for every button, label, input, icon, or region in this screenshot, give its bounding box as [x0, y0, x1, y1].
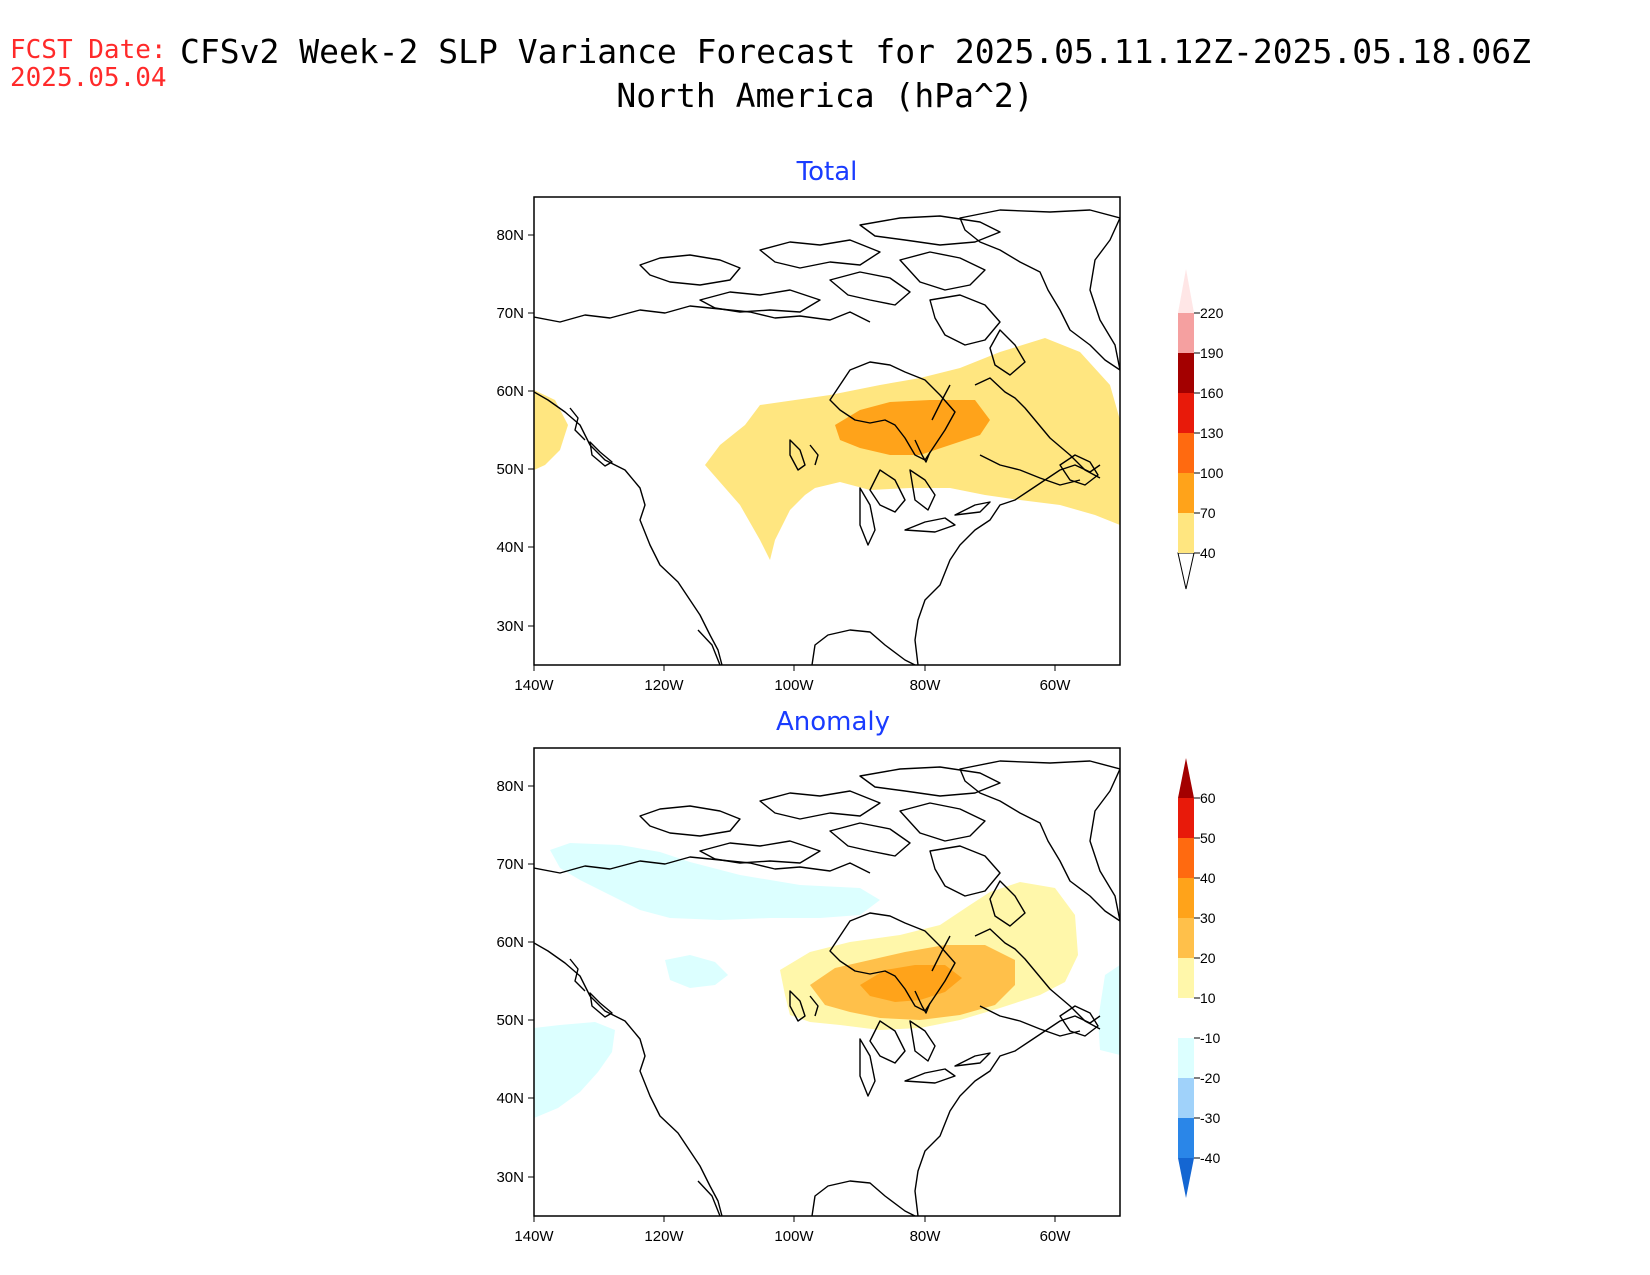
colorbar-tick-label: 220	[1200, 305, 1224, 321]
colorbar-swatch	[1178, 918, 1194, 958]
lat-tick: 80N	[496, 778, 524, 795]
anomaly-contour-neg-center	[665, 955, 728, 988]
lat-tick: 70N	[496, 305, 524, 322]
lon-tick: 120W	[644, 1228, 684, 1245]
colorbar-swatch	[1178, 513, 1194, 553]
colorbar-end-high	[1178, 269, 1194, 313]
total-contour-40-west	[534, 390, 568, 470]
colorbar-swatch	[1178, 878, 1194, 918]
anomaly-contour-neg-east	[1098, 965, 1120, 1055]
colorbar-swatch	[1178, 1038, 1194, 1078]
lat-tick: 30N	[496, 1169, 524, 1186]
colorbar-swatch	[1178, 313, 1194, 353]
lat-axis-anomaly: 80N 70N 60N 50N 40N 30N	[496, 778, 534, 1186]
lon-tick: 80W	[910, 1228, 942, 1245]
anomaly-field	[534, 843, 1120, 1118]
colorbar-tick-label: 160	[1200, 385, 1224, 401]
lon-axis-anomaly: 140W 120W 100W 80W 60W	[514, 1216, 1071, 1245]
colorbar-tick-label: 10	[1200, 990, 1216, 1006]
anomaly-contour-neg-arctic	[550, 843, 880, 920]
colorbar-swatch	[1178, 838, 1194, 878]
anomaly-contour-neg-pac	[534, 1022, 615, 1118]
fcst-label: FCST Date:	[10, 35, 167, 65]
colorbar-tick-label: 190	[1200, 345, 1224, 361]
lon-tick: 80W	[910, 677, 942, 694]
lon-tick: 60W	[1040, 677, 1072, 694]
lon-tick: 120W	[644, 677, 684, 694]
lat-tick: 60N	[496, 383, 524, 400]
lon-tick: 140W	[514, 1228, 554, 1245]
colorbar-swatch	[1178, 353, 1194, 393]
lat-tick: 50N	[496, 1012, 524, 1029]
colorbar-end-low	[1177, 552, 1195, 590]
lat-tick: 30N	[496, 618, 524, 635]
lon-tick: 140W	[514, 677, 554, 694]
colorbar-tick-label: 40	[1200, 545, 1216, 561]
colorbar-end-low	[1178, 1158, 1194, 1198]
lat-tick: 40N	[496, 1090, 524, 1107]
lon-axis-total: 140W 120W 100W 80W 60W	[514, 665, 1071, 694]
lat-tick: 50N	[496, 461, 524, 478]
colorbar-tick-label: 130	[1200, 425, 1224, 441]
colorbar-swatch	[1178, 433, 1194, 473]
colorbar-tick-label: 50	[1200, 830, 1216, 846]
colorbar-anomaly: 60 50 40 30 20 10 -10 -20 -30 -40	[1178, 758, 1220, 1198]
colorbar-tick-label: 40	[1200, 870, 1216, 886]
total-field	[534, 338, 1120, 560]
colorbar-swatch	[1178, 1118, 1194, 1158]
lat-tick: 40N	[496, 539, 524, 556]
panel-title-anomaly: Anomaly	[776, 707, 890, 737]
colorbar-end-high	[1178, 758, 1194, 798]
lon-tick: 60W	[1040, 1228, 1072, 1245]
page-subtitle: North America (hPa^2)	[616, 76, 1034, 115]
map-frame-total	[533, 196, 1121, 666]
colorbar-tick-label: 20	[1200, 950, 1216, 966]
lat-axis-total: 80N 70N 60N 50N 40N 30N	[496, 227, 534, 635]
fcst-date: 2025.05.04	[10, 63, 167, 93]
colorbar-swatch	[1178, 1078, 1194, 1118]
fcst-date-block: FCST Date: 2025.05.04	[10, 36, 167, 92]
colorbar-swatch	[1178, 958, 1194, 998]
total-contour-70	[835, 400, 990, 455]
map-frame-anomaly	[533, 747, 1121, 1217]
lat-tick: 80N	[496, 227, 524, 244]
lat-tick: 70N	[496, 856, 524, 873]
colorbar-tick-label: -20	[1200, 1070, 1220, 1086]
colorbar-tick-label: 30	[1200, 910, 1216, 926]
colorbar-total: 40 70 100 130 160 190 220	[1177, 269, 1224, 590]
page-title: CFSv2 Week-2 SLP Variance Forecast for 2…	[180, 32, 1532, 71]
lon-tick: 100W	[774, 677, 814, 694]
lon-tick: 100W	[774, 1228, 814, 1245]
colorbar-tick-label: 60	[1200, 790, 1216, 806]
colorbar-swatch	[1178, 998, 1194, 1038]
colorbar-swatch	[1178, 393, 1194, 433]
panel-title-total: Total	[796, 157, 858, 187]
colorbar-tick-label: 100	[1200, 465, 1224, 481]
colorbar-tick-label: -30	[1200, 1110, 1220, 1126]
colorbar-swatch	[1178, 473, 1194, 513]
colorbar-tick-label: -40	[1200, 1150, 1220, 1166]
colorbar-tick-label: 70	[1200, 505, 1216, 521]
colorbar-swatch	[1178, 798, 1194, 838]
colorbar-tick-label: -10	[1200, 1030, 1220, 1046]
lat-tick: 60N	[496, 934, 524, 951]
